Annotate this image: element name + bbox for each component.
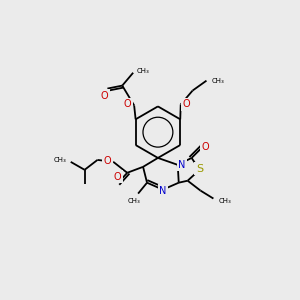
Text: O: O <box>104 156 111 166</box>
Text: CH₃: CH₃ <box>218 197 231 203</box>
Text: CH₃: CH₃ <box>137 68 150 74</box>
Text: O: O <box>113 172 121 182</box>
Text: CH₃: CH₃ <box>212 78 224 84</box>
Text: N: N <box>159 186 167 196</box>
Text: S: S <box>196 164 203 174</box>
Text: O: O <box>183 99 190 110</box>
Text: N: N <box>178 160 185 170</box>
Text: CH₃: CH₃ <box>128 198 140 204</box>
Text: O: O <box>101 91 108 100</box>
Text: O: O <box>124 99 131 110</box>
Text: O: O <box>202 142 209 152</box>
Text: CH₃: CH₃ <box>54 157 67 163</box>
